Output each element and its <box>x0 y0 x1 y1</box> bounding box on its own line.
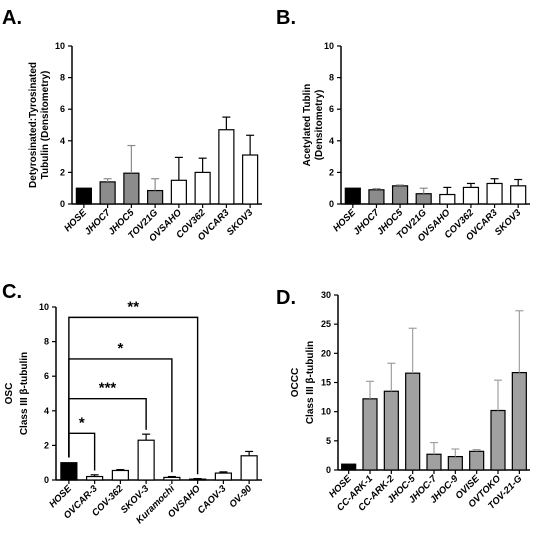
bar-hose <box>344 187 361 205</box>
bar-hose <box>341 463 357 471</box>
y-tick-label: 2 <box>60 167 65 177</box>
y-tick-label: 0 <box>60 199 65 209</box>
y-tick-label: 4 <box>329 136 334 146</box>
y-tick-label: 0 <box>326 465 331 475</box>
y-axis-label: OCCC <box>290 368 301 397</box>
bar-ovsaho <box>439 193 456 205</box>
bar-cc-ark-1 <box>362 398 378 471</box>
y-tick-label: 10 <box>324 41 334 51</box>
x-tick-label: OV-90 <box>227 483 254 510</box>
bar-cov362 <box>194 171 211 205</box>
y-axis-label: Tubulin (Densitometry) <box>40 71 51 180</box>
y-tick-label: 25 <box>321 319 331 329</box>
y-axis-label: (Densitometry) <box>314 90 325 161</box>
y-tick-label: 2 <box>329 167 334 177</box>
bar-jhoc7 <box>99 181 116 205</box>
bar-skov3 <box>242 154 259 205</box>
significance-label: * <box>117 340 123 357</box>
y-tick-label: 4 <box>44 406 49 416</box>
bar-hose <box>60 462 78 481</box>
bar-tov21g <box>147 189 164 205</box>
panel-letter: D. <box>276 287 296 309</box>
bar-cov362 <box>462 186 480 205</box>
y-tick-label: 10 <box>321 407 331 417</box>
bar-ovsaho <box>170 179 187 205</box>
bar-ov-90 <box>240 455 258 481</box>
y-tick-label: 4 <box>60 136 65 146</box>
bar-jhoc-7 <box>426 453 442 471</box>
bar-ovcar-3 <box>86 475 104 481</box>
y-axis-label: OSC <box>4 383 15 405</box>
y-tick-label: 10 <box>39 302 49 312</box>
bar-kuramochi <box>163 476 181 481</box>
y-tick-label: 6 <box>329 104 334 114</box>
panel-letter: B. <box>276 7 296 29</box>
bar-caov-3 <box>214 472 232 481</box>
panel-letter: A. <box>2 7 22 29</box>
y-tick-label: 6 <box>44 371 49 381</box>
panel-letter: C. <box>2 281 22 303</box>
y-axis-label: Class III β-tubulin <box>305 341 316 424</box>
y-tick-label: 0 <box>329 199 334 209</box>
bar-ovsaho <box>189 478 207 481</box>
bar-tov21g <box>415 193 432 205</box>
significance-label: * <box>79 414 85 431</box>
x-tick-label: SKOV3 <box>225 207 256 238</box>
y-tick-label: 15 <box>321 378 331 388</box>
bar-cc-ark-2 <box>383 390 399 471</box>
y-tick-label: 2 <box>44 440 49 450</box>
bar-jhoc-9 <box>447 455 463 471</box>
bar-cov-362 <box>111 469 129 481</box>
y-tick-label: 0 <box>44 475 49 485</box>
bar-ovtoko <box>490 409 506 471</box>
y-tick-label: 8 <box>60 73 65 83</box>
bar-skov-3 <box>137 439 155 481</box>
significance-label: ** <box>127 298 139 315</box>
significance-label: *** <box>99 380 117 397</box>
y-axis-label: Acetylated Tublin <box>302 84 313 167</box>
y-tick-label: 30 <box>321 290 331 300</box>
bar-ovcar3 <box>218 129 235 205</box>
y-tick-label: 5 <box>326 436 331 446</box>
bar-jhoc5 <box>123 172 140 205</box>
panel-2: B. Acetylated Tublin (Densitometry) 0 2 4 6 8 10… <box>276 7 530 244</box>
y-tick-label: 8 <box>329 73 334 83</box>
x-tick-label: CAOV-3 <box>196 483 229 516</box>
y-tick-label: 20 <box>321 348 331 358</box>
panel-3: C.OSC Class III β-tubulin0246810HOSEOVCAR… <box>2 281 262 526</box>
y-axis-label: Class III β-tubulin <box>19 352 30 435</box>
panel-4: D.OCCC Class III β-tubulin051015202530HOS… <box>276 287 530 514</box>
bar-jhoc-5 <box>405 372 421 471</box>
y-tick-label: 8 <box>44 337 49 347</box>
bar-skov3 <box>510 185 527 205</box>
x-tick-label: SKOV3 <box>493 207 524 238</box>
bar-jhoc7 <box>368 189 385 205</box>
bar-jhoc5 <box>391 185 409 205</box>
y-axis-label: Detyrosinated:Tyrosinated <box>28 62 39 188</box>
bar-tov-21-g <box>511 371 527 471</box>
y-tick-label: 6 <box>60 104 65 114</box>
bar-ovise <box>469 450 485 471</box>
bar-ovcar3 <box>486 182 503 205</box>
significance-bracket <box>68 316 199 475</box>
panel-1: A. Detyrosinated:Tyrosinated Tubulin (Dens… <box>2 7 262 244</box>
y-tick-label: 10 <box>55 41 65 51</box>
bar-hose <box>75 187 92 205</box>
